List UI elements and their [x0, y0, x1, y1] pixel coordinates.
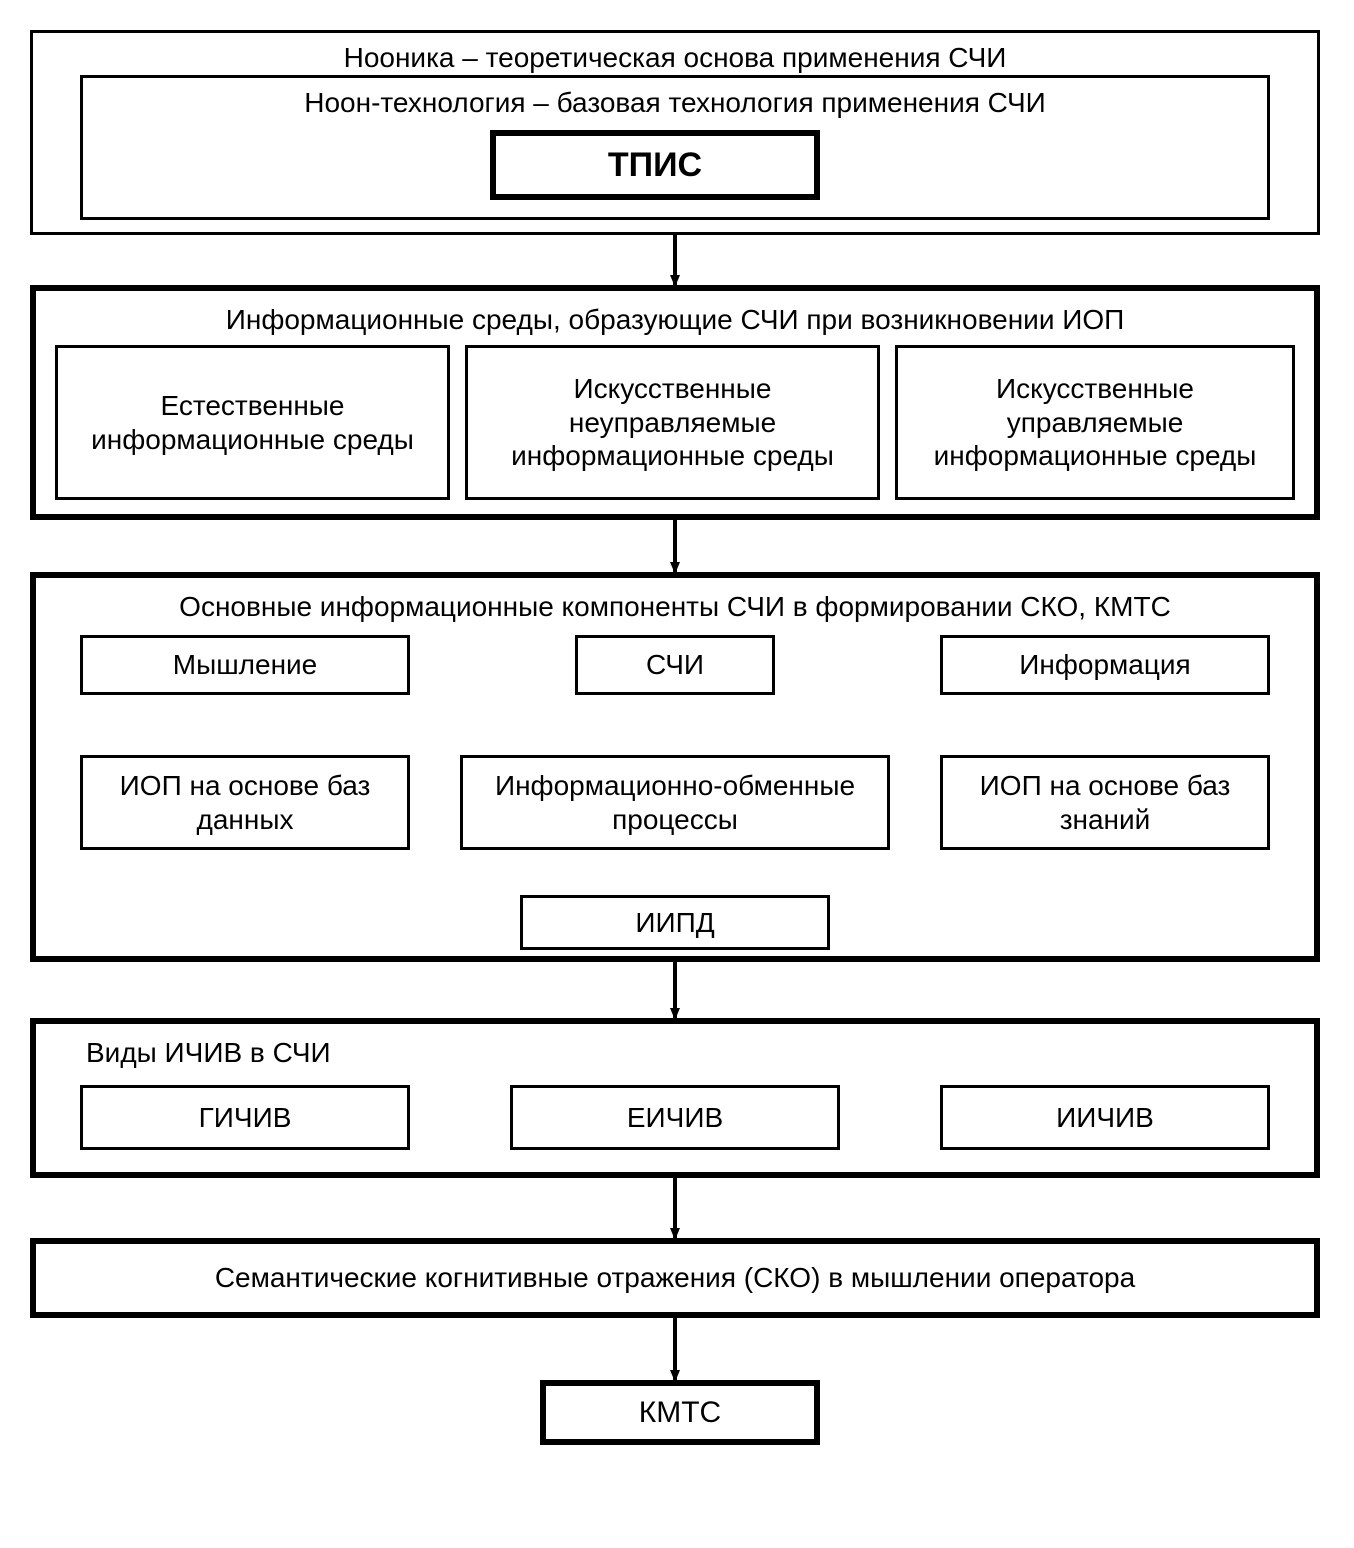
node-label-b1_inner: ТПИС	[598, 145, 712, 186]
node-label-b5_outer: Семантические когнитивные отражения (СКО…	[205, 1261, 1145, 1295]
node-b4_b: ЕИЧИВ	[510, 1085, 840, 1150]
node-b5_outer: Семантические когнитивные отражения (СКО…	[30, 1238, 1320, 1318]
node-label-b3_iop_proc: Информационно-обменные процессы	[463, 769, 887, 836]
node-label-b4_c: ИИЧИВ	[1046, 1101, 1164, 1135]
node-b3_iop_db: ИОП на основе баз данных	[80, 755, 410, 850]
node-label-b3_iop_kb: ИОП на основе баз знаний	[943, 769, 1267, 836]
node-b2_c: Искусственные управляемые информационные…	[895, 345, 1295, 500]
node-label-b1_mid: Ноон-технология – базовая технология при…	[294, 86, 1056, 120]
node-b2_a: Естественные информационные среды	[55, 345, 450, 500]
flowchart-canvas: Нооника – теоретическая основа применени…	[20, 20, 1334, 1528]
node-b2_b: Искусственные неуправляемые информационн…	[465, 345, 880, 500]
node-label-b3_outer: Основные информационные компоненты СЧИ в…	[169, 590, 1181, 624]
node-b4_a: ГИЧИВ	[80, 1085, 410, 1150]
node-label-b3_iop_db: ИОП на основе баз данных	[83, 769, 407, 836]
node-label-b1_outer: Нооника – теоретическая основа применени…	[334, 41, 1017, 75]
node-label-b2_outer: Информационные среды, образующие СЧИ при…	[216, 303, 1135, 337]
node-label-b2_c: Искусственные управляемые информационные…	[898, 372, 1292, 473]
node-label-b6: КМТС	[629, 1395, 731, 1431]
node-b3_info: Информация	[940, 635, 1270, 695]
node-b1_inner: ТПИС	[490, 130, 820, 200]
node-label-b3_info: Информация	[1009, 648, 1200, 682]
node-label-b3_schi: СЧИ	[636, 648, 714, 682]
node-label-b4_a: ГИЧИВ	[189, 1101, 302, 1135]
node-label-b3_iipd: ИИПД	[625, 906, 724, 940]
node-b4_c: ИИЧИВ	[940, 1085, 1270, 1150]
node-b3_schi: СЧИ	[575, 635, 775, 695]
node-label-b4_outer: Виды ИЧИВ в СЧИ	[76, 1036, 341, 1070]
node-b3_think: Мышление	[80, 635, 410, 695]
node-b3_iipd: ИИПД	[520, 895, 830, 950]
node-b6: КМТС	[540, 1380, 820, 1445]
node-label-b2_a: Естественные информационные среды	[58, 389, 447, 456]
node-b3_iop_kb: ИОП на основе баз знаний	[940, 755, 1270, 850]
node-label-b2_b: Искусственные неуправляемые информационн…	[468, 372, 877, 473]
node-label-b4_b: ЕИЧИВ	[617, 1101, 733, 1135]
node-b3_iop_proc: Информационно-обменные процессы	[460, 755, 890, 850]
node-label-b3_think: Мышление	[163, 648, 328, 682]
